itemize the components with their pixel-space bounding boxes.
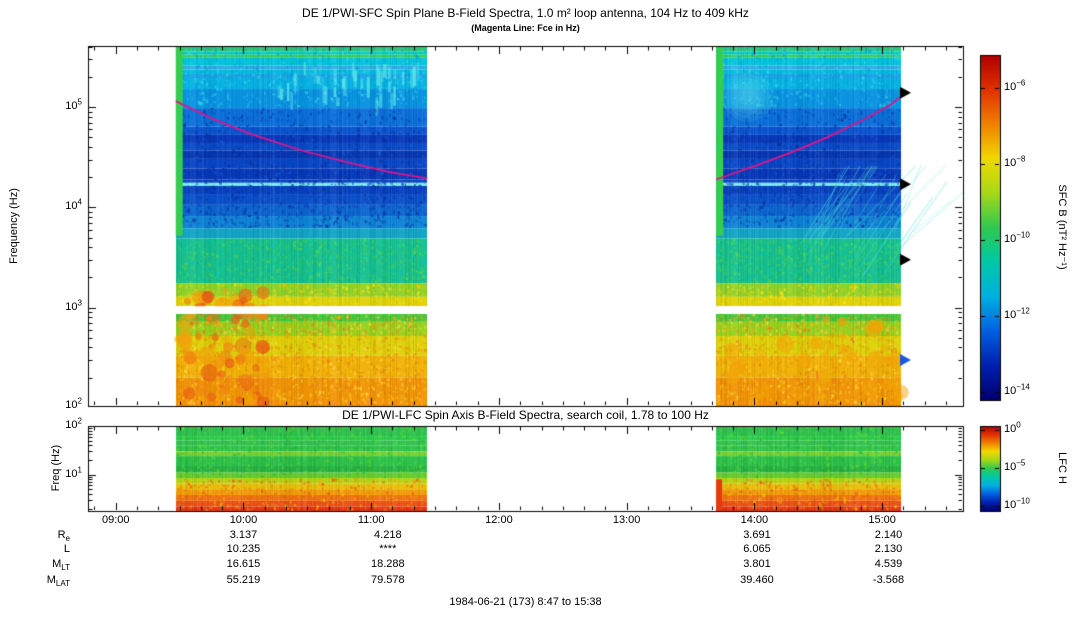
ephemeris-value: 2.130: [874, 543, 903, 555]
ephemeris-value: 3.801: [743, 558, 771, 570]
lfc-colorbar-tick-label: 100: [1004, 420, 1021, 435]
ephemeris-value: 55.219: [226, 574, 261, 586]
time-tick-label: 14:00: [740, 514, 769, 526]
ephemeris-row-label: L: [63, 543, 70, 555]
ephemeris-value: 79.578: [370, 574, 405, 586]
ephemeris-value: 6.065: [743, 543, 771, 555]
sfc-colorbar-tick-label: 10−8: [1004, 154, 1026, 169]
ephemeris-value: ****: [379, 543, 397, 555]
lfc-y-tick-label: 102: [65, 416, 82, 431]
sfc-y-axis-label: Frequency (Hz): [8, 188, 20, 264]
time-tick-label: 09:00: [101, 514, 130, 526]
time-tick-label: 13:00: [612, 514, 641, 526]
sfc-colorbar-tick-label: 10−14: [1004, 382, 1030, 397]
time-tick-label: 12:00: [485, 514, 513, 526]
lfc-colorbar-tick-label: 10−10: [1004, 496, 1030, 511]
sfc-y-tick-label: 104: [65, 197, 82, 213]
ephemeris-value: 10.235: [226, 543, 261, 555]
lfc-title: DE 1/PWI-LFC Spin Axis B-Field Spectra, …: [342, 408, 709, 422]
sfc-y-tick-label: 105: [65, 97, 82, 113]
ephemeris-row-label: MLT: [52, 558, 70, 573]
ephemeris-value: 16.615: [226, 558, 261, 570]
time-tick-label: 15:00: [868, 514, 896, 526]
sfc-title: DE 1/PWI-SFC Spin Plane B-Field Spectra,…: [302, 6, 749, 20]
ephemeris-value: 3.137: [229, 529, 258, 541]
sfc-colorbar-tick-label: 10−6: [1004, 78, 1026, 93]
ephemeris-row-label: MLAT: [46, 574, 70, 589]
sfc-y-tick-label: 102: [65, 396, 82, 411]
ephemeris-value: 18.288: [370, 558, 405, 570]
ephemeris-value: 4.539: [874, 558, 903, 570]
sfc-y-tick-label: 103: [65, 297, 82, 313]
sfc-colorbar-label: SFC B (nT² Hz⁻¹): [1056, 184, 1068, 270]
lfc-colorbar-label: LFC H: [1056, 452, 1068, 484]
lfc-colorbar-tick-label: 10−5: [1004, 458, 1026, 473]
ephemeris-value: -3.568: [872, 574, 905, 586]
lfc-y-tick-label: 101: [65, 464, 82, 480]
ephemeris-value: 39.460: [740, 574, 774, 586]
sfc-colorbar-tick-label: 10−12: [1004, 306, 1030, 321]
time-tick-label: 11:00: [357, 514, 385, 526]
footer-date: 1984-06-21 (173) 8:47 to 15:38: [449, 596, 602, 608]
ephemeris-value: 4.218: [374, 529, 402, 541]
time-tick-label: 10:00: [229, 514, 258, 526]
ephemeris-value: 2.140: [874, 529, 903, 541]
sfc-subtitle: (Magenta Line: Fce in Hz): [471, 23, 580, 33]
sfc-colorbar-tick-label: 10−10: [1004, 230, 1030, 245]
ephemeris-row-label: Re: [57, 529, 70, 544]
ephemeris-value: 3.691: [743, 529, 771, 541]
